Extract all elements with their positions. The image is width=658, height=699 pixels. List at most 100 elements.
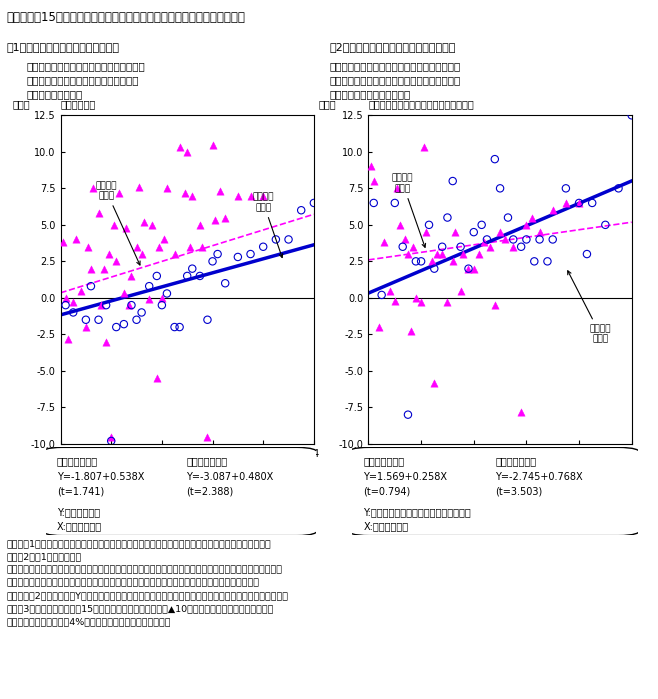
- Point: [447, 256, 458, 267]
- Point: [468, 226, 479, 238]
- Point: [121, 222, 132, 233]
- Point: [390, 295, 400, 306]
- Point: [458, 248, 468, 259]
- Text: Y:貸出金前期比: Y:貸出金前期比: [57, 507, 100, 517]
- X-axis label: 自己資本比率（％）: 自己資本比率（％）: [474, 461, 526, 472]
- Point: [521, 234, 532, 245]
- Point: [561, 197, 571, 208]
- Point: [187, 263, 197, 274]
- Text: 公的資本注入後: 公的資本注入後: [186, 456, 228, 466]
- Point: [482, 234, 492, 245]
- Point: [516, 241, 526, 252]
- Text: Y:貸出金前期比－全国銀行貸出金前期比: Y:貸出金前期比－全国銀行貸出金前期比: [363, 507, 471, 517]
- Point: [159, 234, 170, 245]
- Point: [101, 336, 111, 347]
- Text: X:自己資本比率: X:自己資本比率: [363, 521, 409, 532]
- Point: [80, 314, 91, 325]
- Point: [403, 248, 413, 259]
- Point: [508, 234, 519, 245]
- Point: [233, 252, 243, 263]
- Point: [368, 197, 379, 208]
- Point: [547, 234, 558, 245]
- Point: [283, 234, 293, 245]
- Point: [220, 212, 230, 223]
- Text: (t=2.388): (t=2.388): [186, 487, 234, 497]
- Point: [416, 296, 426, 308]
- Point: [296, 205, 307, 216]
- Text: 公的資本
注入後: 公的資本 注入後: [253, 193, 283, 257]
- Point: [68, 307, 78, 318]
- Text: X:自己資本比率: X:自己資本比率: [57, 521, 102, 532]
- Point: [432, 248, 442, 259]
- Point: [162, 288, 172, 299]
- Point: [418, 142, 429, 153]
- Text: (t=0.794): (t=0.794): [363, 487, 411, 497]
- Point: [416, 256, 426, 267]
- Point: [521, 219, 532, 231]
- Point: [103, 248, 114, 259]
- Point: [184, 241, 195, 252]
- Point: [118, 288, 129, 299]
- Point: [368, 175, 379, 187]
- Point: [96, 300, 107, 311]
- Text: （1）公的資本注入行の貸出金変化率: （1）公的資本注入行の貸出金変化率: [7, 42, 120, 52]
- Point: [574, 197, 584, 208]
- Point: [490, 300, 500, 311]
- Point: [421, 226, 432, 238]
- Point: [215, 186, 226, 197]
- Point: [392, 182, 403, 194]
- Point: [106, 431, 116, 442]
- Point: [202, 314, 213, 325]
- Point: [384, 285, 395, 296]
- Point: [76, 285, 86, 296]
- Point: [442, 212, 453, 223]
- Point: [58, 237, 68, 248]
- Point: [80, 322, 91, 333]
- Point: [574, 197, 584, 208]
- Point: [151, 373, 162, 384]
- Text: （2）国内銀行全体の貸出金変化率を控除: （2）国内銀行全体の貸出金変化率を控除: [329, 42, 455, 52]
- Text: 公的資本注入前: 公的資本注入前: [363, 456, 405, 466]
- Text: Y=-1.807+0.538X: Y=-1.807+0.538X: [57, 472, 144, 482]
- Text: (t=1.741): (t=1.741): [57, 487, 104, 497]
- Point: [463, 263, 474, 274]
- Text: 公的資本
注入前: 公的資本 注入前: [392, 174, 426, 247]
- Point: [405, 326, 416, 337]
- Text: Y=-2.745+0.768X: Y=-2.745+0.768X: [495, 472, 583, 482]
- Point: [463, 263, 474, 274]
- Point: [174, 322, 185, 333]
- Point: [202, 431, 213, 442]
- Point: [500, 234, 511, 245]
- Text: （備考）1．全国銀行協会「全国銀行財務諸表分析」、日本銀行「貸出・資金吸収動向」により作成。
　　　2．（1）において、
　　　　公的資本注入前は、公的資本注入: （備考）1．全国銀行協会「全国銀行財務諸表分析」、日本銀行「貸出・資金吸収動向」…: [7, 540, 289, 626]
- Point: [109, 219, 119, 231]
- Point: [270, 234, 281, 245]
- Point: [134, 181, 144, 192]
- Point: [245, 190, 256, 201]
- Point: [495, 182, 505, 194]
- Point: [258, 190, 268, 201]
- Point: [587, 197, 597, 208]
- Point: [626, 110, 637, 121]
- Point: [233, 190, 243, 201]
- Point: [182, 271, 192, 282]
- Point: [395, 219, 405, 231]
- Point: [93, 208, 104, 219]
- Point: [309, 197, 319, 208]
- Text: 公的資本の注入を受けて、自己資本比率は
上昇したが、当時の資金需要の低迷など
から、貸出金は減少: 公的資本の注入を受けて、自己資本比率は 上昇したが、当時の資金需要の低迷など か…: [26, 61, 145, 99]
- Point: [144, 280, 155, 291]
- Point: [400, 234, 411, 245]
- Point: [495, 226, 505, 238]
- Point: [162, 182, 172, 194]
- Point: [126, 300, 137, 311]
- Point: [561, 182, 571, 194]
- Point: [169, 248, 180, 259]
- Text: Y=-3.087+0.480X: Y=-3.087+0.480X: [186, 472, 274, 482]
- Text: 貸出金前期比－国内銀行の貸出金前期比: 貸出金前期比－国内銀行の貸出金前期比: [368, 99, 474, 109]
- Point: [411, 256, 421, 267]
- Point: [106, 435, 116, 447]
- Point: [111, 256, 122, 267]
- Point: [516, 406, 526, 417]
- Point: [139, 216, 149, 227]
- Point: [195, 219, 205, 231]
- Point: [508, 241, 519, 252]
